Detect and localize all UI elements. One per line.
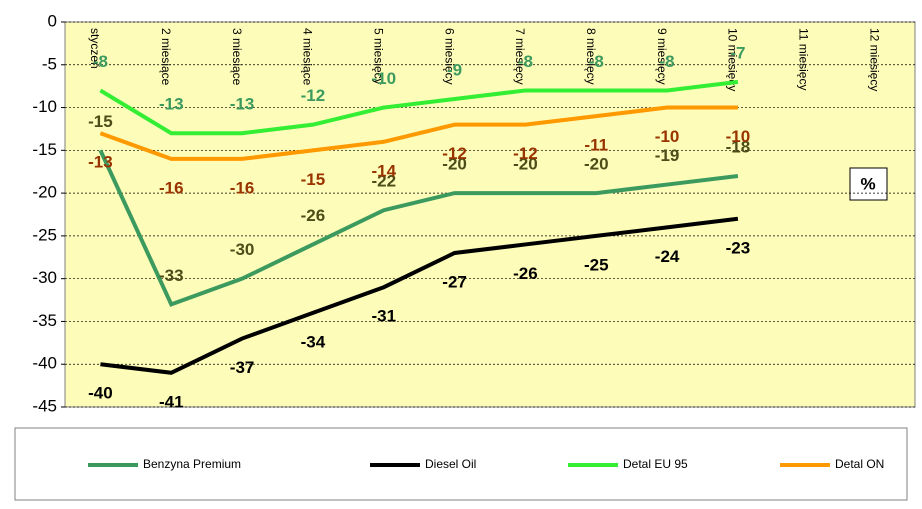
data-label: -10 xyxy=(655,127,680,146)
data-label: -20 xyxy=(513,155,538,174)
data-label: -33 xyxy=(159,266,184,285)
data-label: -37 xyxy=(230,358,255,377)
data-label: -31 xyxy=(371,307,396,326)
data-label: -24 xyxy=(655,247,680,266)
data-label: -23 xyxy=(726,238,751,257)
unit-box xyxy=(849,167,888,201)
data-label: -40 xyxy=(88,384,113,403)
x-tick-label: 8 miesięcy xyxy=(584,28,598,85)
data-label: -22 xyxy=(371,172,396,191)
data-label: -15 xyxy=(301,170,326,189)
data-label: -12 xyxy=(442,144,467,163)
data-label: -26 xyxy=(513,264,538,283)
data-label: -8 xyxy=(660,52,675,71)
x-tick-label: 11 miesięcy xyxy=(797,28,811,90)
data-label: -8 xyxy=(518,52,533,71)
y-tick-label: -25 xyxy=(32,225,57,244)
data-label: -18 xyxy=(726,137,751,156)
data-label: -12 xyxy=(513,144,538,163)
x-tick-label: 7 miesięcy xyxy=(513,28,527,85)
legend-box xyxy=(14,427,908,501)
x-tick-label: 2 miesiące xyxy=(159,28,173,86)
data-label: -25 xyxy=(584,255,609,274)
y-tick-label: -30 xyxy=(32,268,57,287)
data-label: -8 xyxy=(93,52,108,71)
series-line xyxy=(100,216,739,375)
x-tick-label: styczeń xyxy=(88,28,102,69)
y-tick-label: -10 xyxy=(32,97,57,116)
data-label: -30 xyxy=(230,240,255,259)
data-label: -15 xyxy=(88,112,113,131)
y-tick-label: -20 xyxy=(32,183,57,202)
series-line xyxy=(99,105,738,161)
y-tick-label: -5 xyxy=(42,54,57,73)
y-tick-label: -45 xyxy=(32,396,57,415)
x-tick-label: 12 miesięcy xyxy=(867,28,881,91)
data-label: -41 xyxy=(159,392,184,411)
data-label: -14 xyxy=(371,161,396,180)
y-tick-label: -15 xyxy=(32,140,57,159)
x-tick-label: 5 miesięcy xyxy=(372,28,386,85)
data-label: -27 xyxy=(442,272,467,291)
data-label: -26 xyxy=(301,206,326,225)
y-tick-label: -35 xyxy=(32,311,57,330)
series-line xyxy=(98,149,739,307)
data-label: -34 xyxy=(301,332,326,351)
x-tick-label: 6 miesięcy xyxy=(442,28,456,85)
data-label: -13 xyxy=(159,95,184,114)
legend-label: Benzyna Premium xyxy=(143,457,241,471)
y-tick-label: -40 xyxy=(32,354,57,373)
x-tick-label: 10 miesięcy xyxy=(726,28,740,91)
data-label: -16 xyxy=(159,178,184,197)
data-label: -13 xyxy=(88,153,113,172)
x-tick-label: 9 miesięcy xyxy=(655,28,669,85)
data-label: -19 xyxy=(655,146,680,165)
data-label: -11 xyxy=(584,136,608,155)
data-label: -20 xyxy=(584,155,609,174)
data-label: -20 xyxy=(442,155,467,174)
series-line xyxy=(99,79,739,136)
plot-area xyxy=(64,21,916,408)
data-label: -9 xyxy=(447,60,462,79)
data-label: -16 xyxy=(230,178,255,197)
data-label: -10 xyxy=(726,127,751,146)
data-label: -13 xyxy=(230,95,255,114)
data-label: -8 xyxy=(589,52,604,71)
y-tick-label: 0 xyxy=(48,11,57,30)
legend-label: Diesel Oil xyxy=(425,457,476,471)
legend-label: Detal EU 95 xyxy=(623,457,688,471)
x-tick-label: 3 miesiące xyxy=(230,28,244,86)
data-label: -10 xyxy=(371,69,396,88)
x-tick-label: 4 miesiące xyxy=(301,28,315,86)
unit-label: % xyxy=(860,174,875,193)
data-label: -7 xyxy=(730,43,745,62)
data-label: -12 xyxy=(301,86,326,105)
legend-label: Detal ON xyxy=(835,457,884,471)
